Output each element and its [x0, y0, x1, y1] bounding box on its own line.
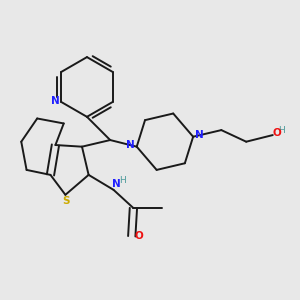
Text: N: N [51, 96, 59, 106]
Text: O: O [135, 231, 143, 241]
Text: N: N [195, 130, 204, 140]
Text: N: N [112, 179, 121, 189]
Text: N: N [126, 140, 134, 150]
Text: O: O [272, 128, 281, 138]
Text: H: H [278, 126, 285, 135]
Text: H: H [119, 176, 126, 185]
Text: S: S [63, 196, 70, 206]
